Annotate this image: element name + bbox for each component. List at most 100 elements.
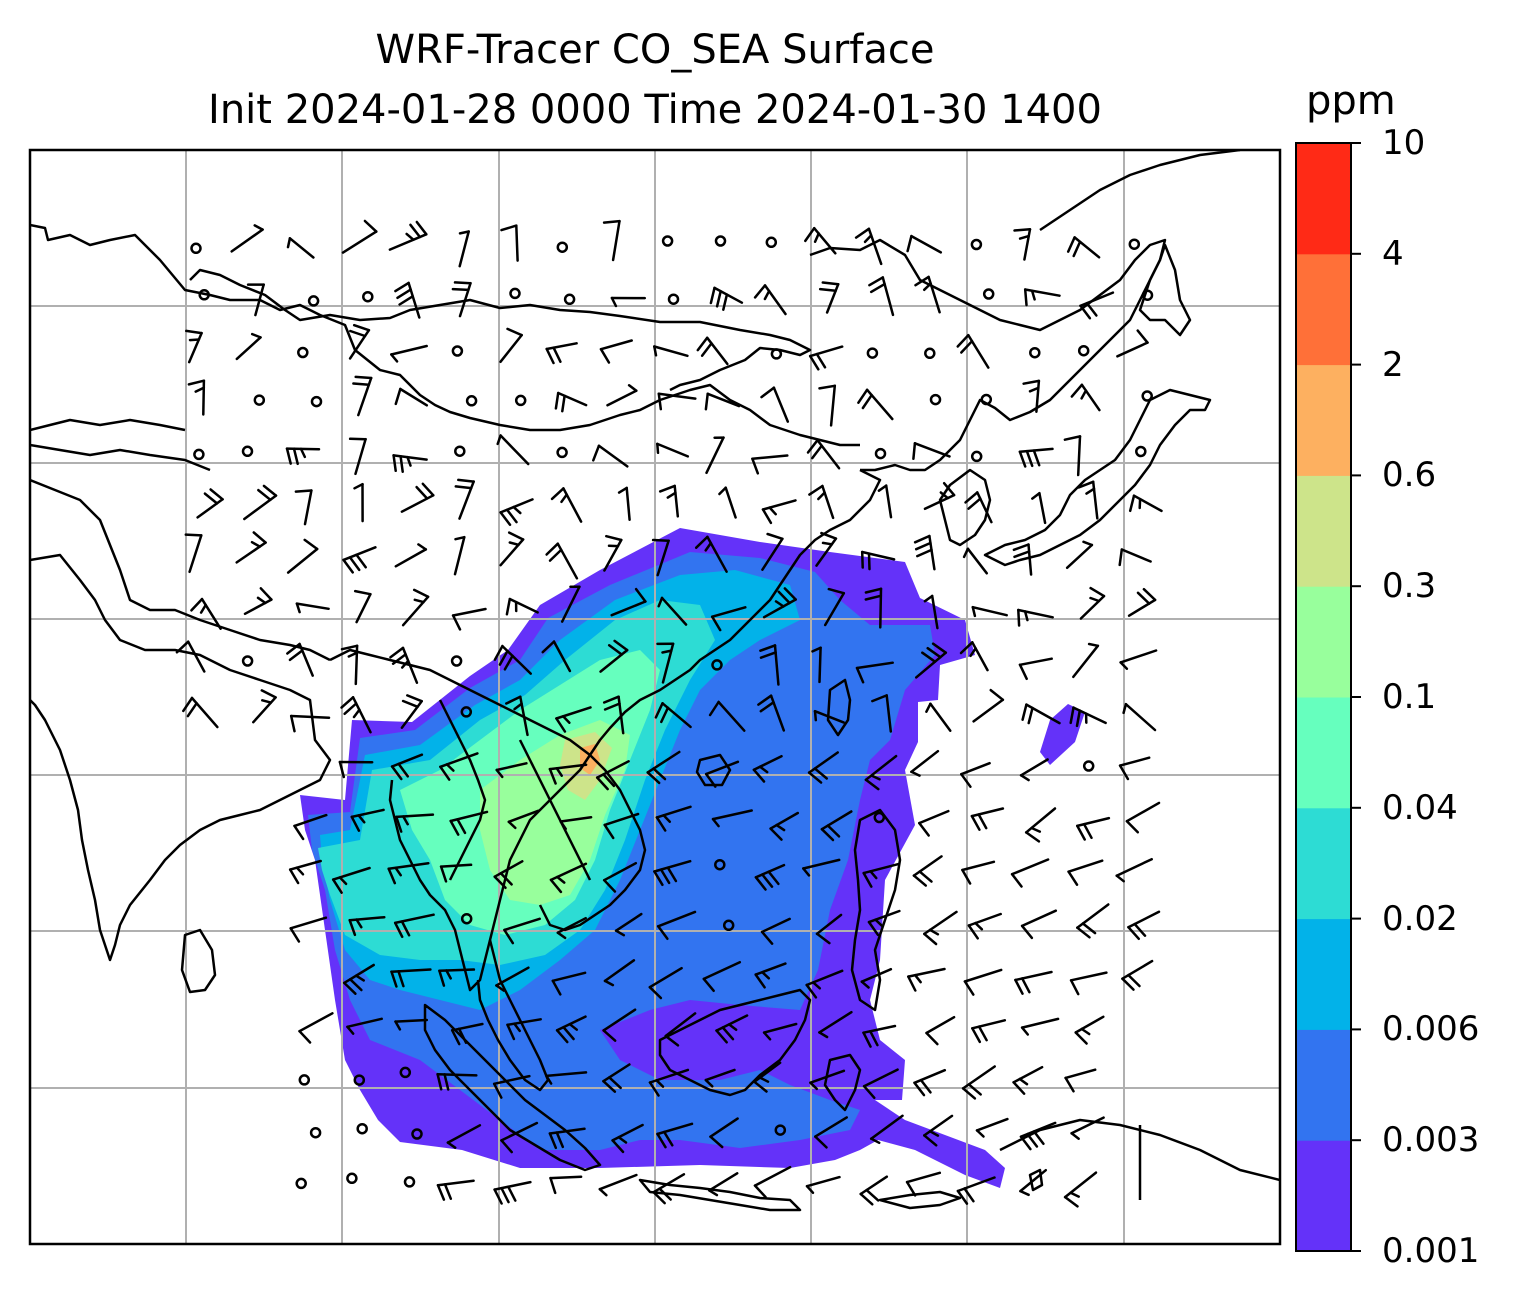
wind-barb (648, 1068, 690, 1097)
wind-barb (286, 538, 319, 574)
wind-barb (555, 1015, 587, 1044)
border-inland (30, 418, 186, 432)
coastline-small-island (1028, 1168, 1044, 1192)
calm-wind-circle (362, 290, 374, 303)
wind-barbs (175, 219, 1163, 1208)
wind-barb (554, 391, 588, 413)
calm-wind-circle (970, 450, 983, 463)
wind-barb (1012, 543, 1033, 576)
wind-barb (864, 754, 898, 791)
wind-barb (1019, 1121, 1057, 1151)
wind-barb (286, 642, 314, 677)
wind-barb (877, 484, 893, 519)
wind-barb (446, 1124, 482, 1149)
calm-wind-circle (1077, 344, 1090, 357)
wind-barb (925, 702, 952, 732)
wind-barb (656, 442, 690, 458)
wind-barb (652, 1173, 686, 1205)
wind-barb (913, 534, 936, 571)
wind-barb (809, 1069, 846, 1091)
wind-barb (545, 542, 579, 580)
wind-barb (805, 1175, 841, 1195)
calm-wind-circle (509, 287, 521, 300)
wind-barb (496, 434, 530, 466)
colorbar-tick-label: 10 (1382, 123, 1426, 163)
wind-barb (549, 1175, 583, 1195)
colorbar-segment (1296, 807, 1351, 920)
wind-barb (971, 605, 1008, 618)
wind-barb (906, 234, 943, 254)
wind-barb (551, 971, 587, 996)
calm-wind-circle (774, 1124, 787, 1136)
wind-barb (912, 442, 951, 461)
wind-barb (545, 342, 578, 365)
wind-barb (762, 1022, 798, 1041)
wind-barb (655, 805, 692, 832)
wind-barb (923, 481, 956, 511)
wind-barb (449, 810, 489, 836)
wind-barb (603, 812, 640, 840)
border-mongolia (189, 268, 812, 392)
wind-barb (1023, 288, 1061, 307)
wind-barb (348, 437, 367, 476)
wind-barb (602, 861, 638, 893)
calm-wind-circle (667, 293, 680, 305)
coastline-taiwan (826, 678, 852, 737)
wind-barb (705, 436, 725, 475)
wind-barb (235, 531, 267, 564)
wind-barb (862, 862, 900, 888)
wind-barb (495, 762, 528, 779)
colorbar-segment (1296, 1140, 1351, 1252)
wind-barb (862, 1024, 897, 1048)
calm-wind-circle (310, 395, 323, 408)
wind-barb (556, 916, 587, 940)
calm-wind-circle (450, 655, 463, 667)
wind-barb (751, 454, 789, 475)
wind-barb (506, 1018, 542, 1041)
wind-barb (500, 224, 519, 262)
wind-barb (854, 227, 883, 266)
wind-barb (614, 912, 643, 937)
calm-wind-circle (198, 289, 210, 301)
wind-barb (808, 484, 835, 520)
calm-wind-circle (460, 912, 473, 925)
wind-barb (658, 484, 680, 518)
wind-barb (694, 535, 728, 573)
wind-barb (962, 547, 989, 575)
wind-barb (436, 1072, 478, 1091)
wind-barb (815, 531, 838, 567)
wind-barb (602, 1063, 631, 1093)
wind-barb (860, 550, 896, 571)
wind-barb (549, 862, 588, 894)
calm-wind-circle (714, 858, 726, 871)
calm-wind-circle (970, 238, 983, 251)
wind-barb (702, 960, 742, 993)
calm-wind-circle (297, 346, 309, 359)
wind-barb (598, 1173, 638, 1197)
calm-wind-circle (924, 347, 936, 360)
wind-barb (654, 702, 692, 729)
wind-barb (814, 1116, 848, 1149)
calm-wind-circle (309, 1126, 322, 1139)
wind-barb (499, 327, 523, 364)
coastline-sulawesi (823, 1053, 862, 1112)
wind-barb (617, 486, 631, 521)
wind-barb (914, 275, 941, 314)
wind-barb (342, 546, 377, 574)
coastline-india (30, 553, 332, 962)
coastline-sumatra (423, 1003, 602, 1172)
colorbar (1295, 142, 1361, 1252)
colorbar-tick-label: 0.006 (1382, 1009, 1480, 1050)
wind-barb (175, 640, 206, 673)
wind-barb (760, 386, 790, 423)
wind-barb (804, 226, 837, 255)
wind-barb (389, 646, 419, 684)
wind-barb (348, 323, 371, 360)
wind-barb (923, 594, 939, 630)
wind-barb (243, 484, 278, 521)
wind-barb (1076, 903, 1110, 939)
wind-barb (493, 860, 524, 890)
calm-wind-circle (722, 919, 735, 932)
calm-wind-circle (1029, 346, 1041, 359)
